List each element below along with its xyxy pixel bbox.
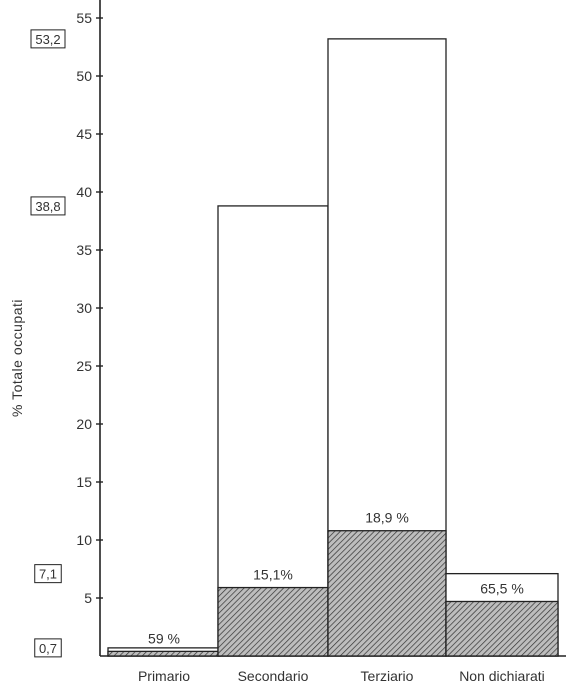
- x-tick-label: Non dichiarati: [459, 668, 545, 684]
- bar-total: [217, 205, 329, 657]
- x-tick-label: Primario: [138, 668, 190, 684]
- y-tick-label: 10: [76, 532, 92, 548]
- bar-hatched: [107, 650, 221, 657]
- y-axis-label: % Totale occupati: [9, 299, 25, 417]
- y-tick-label: 15: [76, 474, 92, 490]
- y-tick-label: 35: [76, 242, 92, 258]
- y-tick-label: 55: [76, 10, 92, 26]
- bar-hatched: [217, 586, 329, 657]
- boxed-value-label: 38,8: [35, 199, 60, 214]
- boxed-value-frame: [30, 196, 66, 216]
- boxed-value-label: 0,7: [39, 641, 57, 656]
- y-tick-label: 40: [76, 184, 92, 200]
- y-tick-label: 20: [76, 416, 92, 432]
- x-tick-label: Secondario: [238, 668, 309, 684]
- bar-data-label: 65,5 %: [480, 580, 524, 596]
- boxed-value-label: 7,1: [39, 567, 57, 582]
- y-tick-label: 5: [84, 590, 92, 606]
- boxed-value-label: 53,2: [35, 32, 60, 47]
- boxed-value-frame: [34, 564, 62, 584]
- bar-hatched: [327, 530, 447, 657]
- boxed-value-frame: [30, 29, 66, 49]
- y-tick-label: 50: [76, 68, 92, 84]
- bar-data-label: 59 %: [148, 630, 180, 646]
- bar-data-label: 15,1%: [253, 567, 293, 583]
- bar-data-label: 18,9 %: [365, 510, 409, 526]
- bar-hatched: [445, 600, 559, 657]
- plot-area: 5 10 15 20 25 30 35 40 45 50 55 59 % Primario 15,1% Se…: [30, 0, 566, 684]
- y-tick-label: 25: [76, 358, 92, 374]
- boxed-value-frame: [34, 638, 62, 658]
- y-tick-label: 45: [76, 126, 92, 142]
- x-tick-label: Terziario: [361, 668, 414, 684]
- y-tick-label: 30: [76, 300, 92, 316]
